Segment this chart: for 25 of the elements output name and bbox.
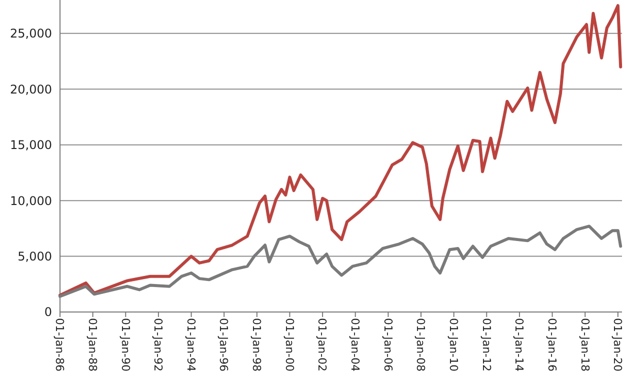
y-tick-label: 15,000 — [10, 138, 52, 152]
x-tick-label: 01-Jan-86 — [53, 318, 66, 372]
y-tick-label: 10,000 — [10, 194, 52, 208]
x-tick-label: 01-Jan-02 — [316, 318, 329, 372]
x-tick-label: 01-Jan-20 — [611, 318, 624, 372]
line-series — [58, 4, 622, 297]
x-tick-label: 01-Jan-16 — [545, 318, 558, 372]
x-tick-label: 01-Jan-00 — [282, 318, 296, 372]
x-tick-label: 01-Jan-92 — [152, 318, 165, 372]
x-tick-label: 01-Jan-94 — [184, 318, 198, 372]
y-tick-label: 0 — [44, 305, 52, 320]
x-tick-label: 01-Jan-96 — [217, 318, 230, 372]
y-tick-label: 5,000 — [18, 249, 52, 264]
x-tick-label: 01-Jan-10 — [446, 318, 460, 372]
x-tick-label: 01-Jan-06 — [381, 318, 394, 372]
x-tick-label: 01-Jan-08 — [414, 318, 428, 372]
x-tick-label: 01-Jan-98 — [250, 318, 264, 372]
x-tick-label: 01-Jan-90 — [118, 318, 132, 372]
x-tick-label: 01-Jan-14 — [512, 318, 526, 372]
x-tick-label: 01-Jan-88 — [86, 318, 99, 372]
x-tick-label: 01-Jan-18 — [578, 318, 592, 372]
y-tick-label: 25,000 — [10, 26, 52, 41]
y-tick-label: 20,000 — [10, 82, 52, 96]
x-tick-label: 01-Jan-04 — [348, 318, 362, 372]
x-tick-label: 01-Jan-12 — [480, 318, 493, 372]
